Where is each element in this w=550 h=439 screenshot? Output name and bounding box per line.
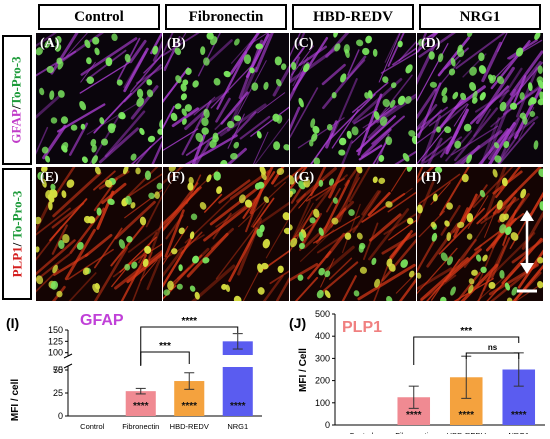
panel-label: (H) <box>421 170 442 185</box>
bar-significance-mark: **** <box>230 401 246 412</box>
significance-label: *** <box>159 341 171 352</box>
double-arrow-icon <box>520 210 534 274</box>
column-header-fibronectin: Fibronectin <box>165 4 287 30</box>
x-tick-label: HBD-REDV <box>170 422 209 431</box>
x-tick-label: Fibronectin <box>122 422 159 431</box>
row-label-gfap: GFAP/To-Pro-3 <box>2 35 32 165</box>
column-header-control: Control <box>38 4 160 30</box>
y-tick-label: 150 <box>48 325 63 335</box>
panel-label: (C) <box>294 36 314 51</box>
micrograph-image <box>417 33 543 164</box>
y-tick-label: 100 <box>48 348 63 358</box>
column-header-hbd-redv: HBD-REDV <box>292 4 414 30</box>
micrograph-image <box>290 167 416 301</box>
chart-plp1: (J) PLP1 MFI / Cell 0100200300400500Cont… <box>275 300 550 439</box>
y-tick-label: 25 <box>53 388 63 398</box>
bar-significance-mark: **** <box>406 410 422 421</box>
significance-label: *** <box>460 326 472 337</box>
panel-h-overlays <box>517 210 537 293</box>
micrograph-panel-d: (D) <box>417 33 543 164</box>
y-tick-label: 75 <box>53 365 63 375</box>
y-tick-label: 50 <box>53 365 63 375</box>
bar-significance-mark: **** <box>181 401 197 412</box>
separator: / <box>9 239 25 247</box>
micrograph-panel-f: (F) <box>163 167 289 301</box>
micrograph-panel-b: (B) <box>163 33 289 164</box>
y-tick-label: 0 <box>58 411 63 421</box>
counterstain-name: To-Pro-3 <box>9 190 25 240</box>
bar-significance-mark: **** <box>511 410 527 421</box>
separator: / <box>9 105 25 110</box>
marker-name: GFAP <box>9 109 25 144</box>
chart-title: GFAP <box>80 312 124 329</box>
micrograph-image <box>163 33 289 164</box>
chart-panel-label: (I) <box>6 315 19 331</box>
micrograph-image <box>163 167 289 301</box>
micrograph-panel-a: (A) <box>36 33 162 164</box>
error-bar <box>135 387 146 395</box>
micrograph-panel-g: (G) <box>290 167 416 301</box>
row-label-text: GFAP/To-Pro-3 <box>9 56 25 143</box>
y-tick-label: 100 <box>315 398 330 408</box>
panel-label: (G) <box>294 170 315 185</box>
bar-fibronectin <box>125 391 156 416</box>
panel-label: (F) <box>167 170 185 185</box>
bar-significance-mark: **** <box>458 410 474 421</box>
bar-break-gap <box>221 355 254 367</box>
y-tick-label: 500 <box>315 309 330 319</box>
counterstain-name: To-Pro-3 <box>9 56 25 106</box>
micrograph-panel-e: (E) <box>36 167 162 301</box>
chart-plp1-svg: (J) PLP1 MFI / Cell 0100200300400500Cont… <box>289 309 545 439</box>
y-tick-label: 300 <box>315 353 330 363</box>
micrograph-image <box>36 167 162 301</box>
significance-bracket <box>465 352 520 359</box>
chart-gfap: (I) GFAP MFI / cell 0 25 50 75 100 125 150 Cont… <box>0 300 270 434</box>
y-tick-label: 125 <box>48 336 63 346</box>
column-header-nrg1: NRG1 <box>419 4 541 30</box>
bar-nrg1 <box>222 341 253 416</box>
micrograph-image <box>290 33 416 164</box>
error-bar <box>232 333 243 350</box>
significance-bracket <box>413 336 520 365</box>
error-bar <box>408 385 419 409</box>
bar-significance-mark: **** <box>133 401 149 412</box>
y-tick-label: 400 <box>315 331 330 341</box>
chart-title: PLP1 <box>342 319 382 336</box>
panel-label: (D) <box>421 36 441 51</box>
chart-panel-label: (J) <box>289 315 306 331</box>
axis-break-mark <box>63 353 73 369</box>
row-label-plp1: PLP1/ To-Pro-3 <box>2 168 32 300</box>
significance-label: **** <box>181 316 197 327</box>
micrograph-panel-h: (H) <box>417 167 543 301</box>
error-bar <box>184 372 195 390</box>
y-tick-label: 200 <box>315 376 330 386</box>
significance-label: ns <box>488 343 498 352</box>
y-axis-label: MFI / cell <box>10 379 21 421</box>
x-tick-label: Control <box>80 422 105 431</box>
micrograph-image <box>36 33 162 164</box>
panel-label: (A) <box>40 36 60 51</box>
y-axis-label: MFI / Cell <box>298 348 309 392</box>
panel-label: (B) <box>167 36 186 51</box>
row-label-text: PLP1/ To-Pro-3 <box>9 191 25 278</box>
x-tick-label: NRG1 <box>227 422 248 431</box>
marker-name: PLP1 <box>9 246 25 278</box>
significance-bracket <box>140 326 239 365</box>
panel-label: (E) <box>40 170 59 185</box>
y-tick-label: 0 <box>325 420 330 430</box>
micrograph-panel-c: (C) <box>290 33 416 164</box>
significance-bracket <box>140 351 190 366</box>
